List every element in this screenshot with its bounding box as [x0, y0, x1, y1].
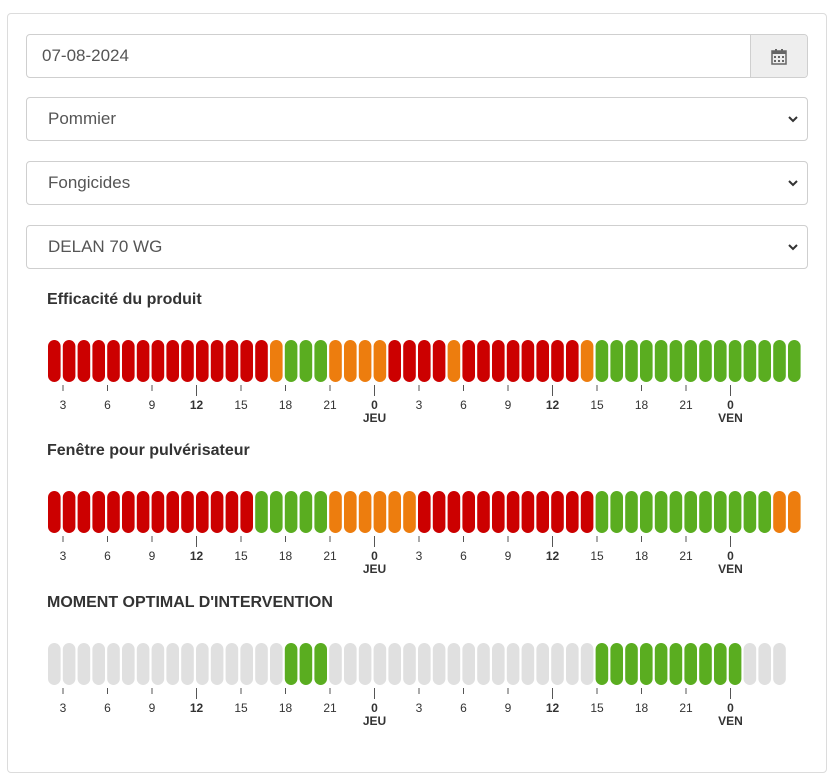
crop-select-value: Pommier — [48, 109, 117, 128]
category-select-value: Fongicides — [48, 173, 131, 192]
calendar-button[interactable] — [750, 35, 807, 77]
category-select[interactable]: Fongicides — [26, 161, 808, 205]
section-title-efficacy: Efficacité du produit — [47, 291, 202, 308]
chevron-down-icon — [788, 244, 798, 251]
chevron-down-icon — [788, 180, 798, 187]
chevron-down-icon — [788, 116, 798, 123]
section-title-sprayer-window: Fenêtre pour pulvérisateur — [47, 442, 250, 459]
crop-select[interactable]: Pommier — [26, 97, 808, 141]
section-title-optimal-moment: MOMENT OPTIMAL D'INTERVENTION — [47, 594, 333, 611]
calendar-icon — [771, 48, 787, 65]
date-picker[interactable]: 07-08-2024 — [26, 34, 808, 78]
date-input[interactable]: 07-08-2024 — [42, 46, 129, 65]
product-select-value: DELAN 70 WG — [48, 237, 163, 256]
product-select[interactable]: DELAN 70 WG — [26, 225, 808, 269]
